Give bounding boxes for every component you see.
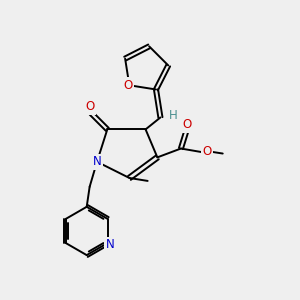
Text: H: H	[168, 109, 177, 122]
Text: O: O	[182, 118, 191, 131]
Text: O: O	[85, 100, 94, 113]
Text: O: O	[123, 79, 133, 92]
Text: N: N	[106, 238, 114, 251]
Text: O: O	[202, 145, 212, 158]
Text: N: N	[93, 155, 101, 168]
